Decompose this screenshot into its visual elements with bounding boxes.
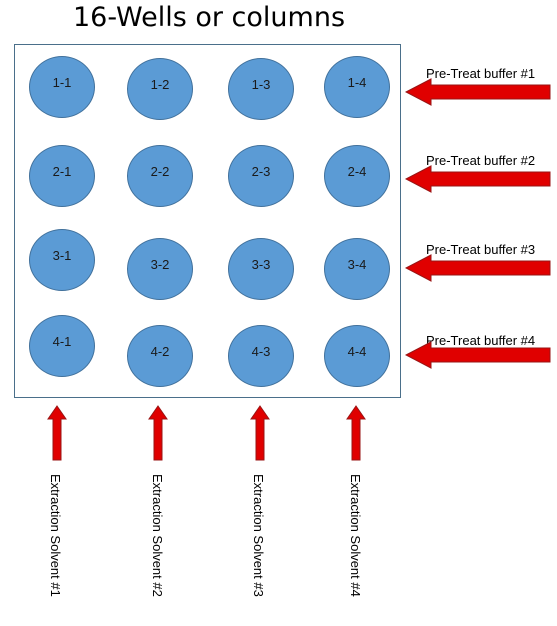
solvent-label-3: Extraction Solvent #3 [251,474,266,597]
up-arrow-icon [47,405,67,461]
buffer-label-3: Pre-Treat buffer #3 [426,242,536,257]
well-2-4: 2-4 [324,145,390,207]
buffer-label-4: Pre-Treat buffer #4 [426,333,536,348]
up-arrow-icon [250,405,270,461]
diagram-title: 16-Wells or columns [72,2,346,33]
left-arrow-icon [405,254,551,282]
solvent-label-4: Extraction Solvent #4 [348,474,363,597]
well-1-3: 1-3 [228,58,294,120]
well-3-3: 3-3 [228,238,294,300]
solvent-label-1: Extraction Solvent #1 [48,474,63,597]
well-4-1: 4-1 [29,315,95,377]
solvent-label-2: Extraction Solvent #2 [150,474,165,597]
buffer-label-2: Pre-Treat buffer #2 [426,153,536,168]
well-1-2: 1-2 [127,58,193,120]
up-arrow-icon [346,405,366,461]
well-4-2: 4-2 [127,325,193,387]
well-3-2: 3-2 [127,238,193,300]
well-4-4: 4-4 [324,325,390,387]
well-3-1: 3-1 [29,229,95,291]
left-arrow-icon [405,341,551,369]
well-plate: 1-1 1-2 1-3 1-4 2-1 2-2 2-3 2-4 3-1 3-2 … [14,44,401,398]
left-arrow-icon [405,165,551,193]
well-4-3: 4-3 [228,325,294,387]
well-1-4: 1-4 [324,56,390,118]
left-arrow-icon [405,78,551,106]
buffer-label-1: Pre-Treat buffer #1 [426,66,536,81]
well-2-1: 2-1 [29,145,95,207]
up-arrow-icon [148,405,168,461]
well-3-4: 3-4 [324,238,390,300]
well-2-2: 2-2 [127,145,193,207]
well-1-1: 1-1 [29,56,95,118]
well-2-3: 2-3 [228,145,294,207]
